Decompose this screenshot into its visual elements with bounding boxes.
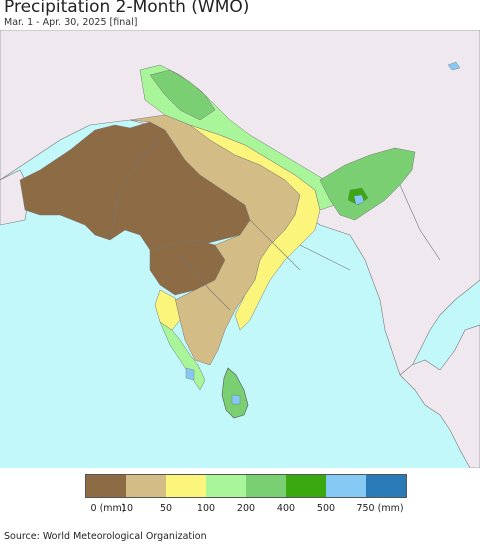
outside-land-southeast <box>399 324 480 468</box>
legend-swatch-3 <box>206 475 246 497</box>
legend-label-7: 750 (mm) <box>356 503 404 514</box>
outside-land-north <box>0 30 480 376</box>
map-title: Precipitation 2-Month (WMO) <box>4 0 250 17</box>
country-borders <box>109 139 441 311</box>
precipitation-map <box>0 30 480 468</box>
source-credit: Source: World Meteorological Organizatio… <box>4 531 207 542</box>
legend-swatch-4 <box>246 475 286 497</box>
legend-label-6: 500 <box>316 503 336 514</box>
legend-swatch-7 <box>366 475 406 497</box>
region-green-himalaya <box>149 69 216 121</box>
region-green-srilanka <box>221 367 249 419</box>
legend-label-4: 200 <box>236 503 256 514</box>
legend-label-2: 50 <box>159 503 173 514</box>
region-blue-spot-northeast <box>353 194 365 206</box>
legend-swatch-0 <box>86 475 126 497</box>
legend-label-5: 400 <box>276 503 296 514</box>
map-subtitle: Mar. 1 - Apr. 30, 2025 [final] <box>4 17 138 28</box>
legend-label-0: 0 (mm) <box>90 503 126 514</box>
legend-swatch-6 <box>326 475 366 497</box>
legend-swatch-2 <box>166 475 206 497</box>
legend-label-1: 10 <box>120 503 134 514</box>
legend-swatch-1 <box>126 475 166 497</box>
region-blue-spot-southtip <box>185 367 195 381</box>
legend-label-3: 100 <box>196 503 216 514</box>
legend-ticks: 0 (mm) 10 50 100 200 400 500 750 (mm) <box>0 503 480 517</box>
region-blue-spot-tibet <box>447 61 461 71</box>
legend-bar <box>85 474 407 498</box>
region-blue-spot-srilanka <box>231 394 241 405</box>
legend-swatch-5 <box>286 475 326 497</box>
